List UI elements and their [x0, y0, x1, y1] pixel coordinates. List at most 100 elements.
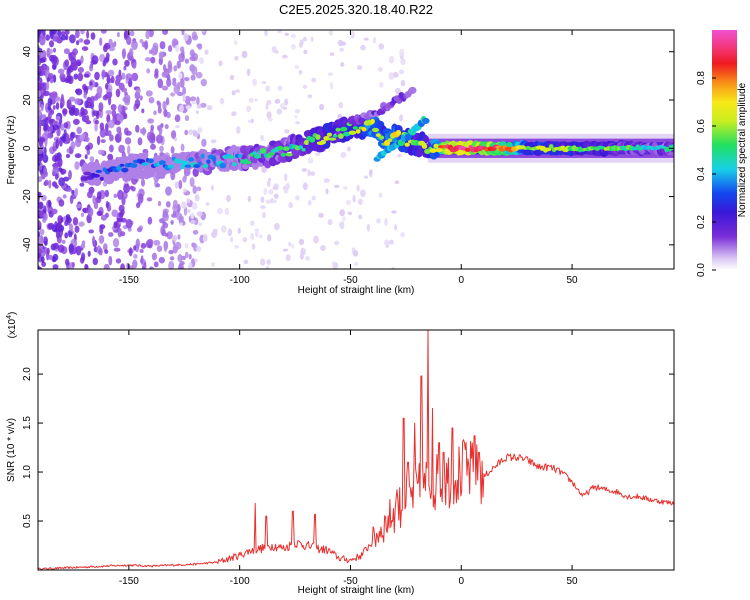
- spectrogram-noise-blob: [155, 183, 161, 188]
- spectrogram-noise-blob: [340, 41, 346, 46]
- spectrogram-ridge-core: [141, 162, 149, 166]
- spectrogram-noise-blob: [182, 86, 187, 96]
- snr-multiplier-base: (x10: [7, 318, 18, 338]
- spectrogram-noise-blob: [54, 121, 58, 126]
- spectrogram-ridge-core: [668, 144, 674, 150]
- spectrogram-noise-blob: [108, 38, 113, 46]
- spectrogram-noise-blob: [399, 69, 405, 75]
- snr-y-tick-label: 1.0: [22, 465, 33, 479]
- spectrogram-noise-blob: [157, 78, 164, 89]
- spectrogram-noise-blob: [105, 83, 109, 90]
- spectrogram-noise-blob: [298, 42, 303, 48]
- spectrogram-noise-blob: [265, 85, 270, 92]
- spectrogram-ridge-core: [342, 131, 351, 137]
- spectrogram-noise-blob: [99, 225, 104, 235]
- spectrogram-noise-blob: [182, 94, 186, 102]
- colorbar-tick-label: 0.8: [696, 71, 707, 85]
- spectrogram-ridge-core: [259, 148, 267, 154]
- spectrogram-noise-blob: [57, 221, 62, 230]
- spectrogram-noise-blob: [39, 35, 46, 46]
- spectrogram-noise-blob: [116, 217, 124, 222]
- spectrogram-noise-blob: [51, 54, 58, 65]
- spectrogram-noise-blob: [60, 123, 65, 131]
- spectrogram-noise-blob: [194, 258, 198, 263]
- spectrogram-noise-blob: [74, 225, 80, 233]
- spectrogram-noise-blob: [80, 212, 85, 218]
- spectrogram-noise-blob: [175, 124, 180, 129]
- spectrogram-noise-blob: [161, 85, 169, 91]
- spectrogram-noise-blob: [192, 185, 197, 195]
- spectrogram-noise-blob: [378, 192, 383, 198]
- spectrogram-noise-blob: [172, 210, 177, 216]
- spectrogram-noise-blob: [189, 56, 196, 61]
- spectrogram-ridge-core: [202, 163, 209, 169]
- spectrogram-noise-blob: [377, 66, 383, 72]
- spectrogram-noise-blob: [265, 199, 272, 204]
- spectrogram-ridge-core: [308, 136, 316, 143]
- spectrogram-noise-blob: [73, 108, 80, 116]
- spectrogram-noise-blob: [114, 78, 121, 86]
- spectrogram-noise-blob: [86, 96, 92, 103]
- spectrogram-noise-blob: [295, 121, 300, 125]
- spectrogram-noise-blob: [116, 31, 120, 38]
- spectrogram-noise-blob: [47, 106, 51, 111]
- snr-x-tick-label: -50: [343, 576, 358, 587]
- spectrogram-noise-blob: [168, 45, 173, 52]
- spectrogram-noise-blob: [68, 230, 73, 238]
- spectrogram-ridge-core: [147, 158, 154, 164]
- spectrogram-noise-blob: [39, 58, 46, 63]
- spectrogram-noise-blob: [41, 194, 47, 201]
- spectrogram-noise-blob: [136, 202, 141, 209]
- spectrogram-noise-blob: [84, 154, 88, 160]
- spectrogram-noise-blob: [98, 108, 104, 119]
- spectrogram-noise-blob: [109, 144, 114, 153]
- spectrogram-noise-blob: [298, 238, 305, 246]
- colorbar-tick-label: 0.4: [696, 167, 707, 181]
- spectrogram-noise-blob: [78, 38, 84, 43]
- spectrogram-noise-blob: [79, 182, 85, 187]
- spectrogram-noise-blob: [192, 229, 199, 235]
- spectrogram-noise-blob: [94, 119, 99, 125]
- spectrogram-noise-blob: [71, 189, 75, 195]
- spectrogram-noise-blob: [247, 119, 252, 124]
- spectrogram-noise-blob: [264, 30, 268, 37]
- spectrogram-noise-blob: [176, 81, 181, 89]
- colorbar: 0.0 0.2 0.4 0.6 0.8 Normalized spectral ampl…: [696, 30, 748, 277]
- spectrogram-noise-blob: [284, 32, 289, 36]
- spectrogram-ridge-core: [116, 165, 122, 171]
- spectrogram-noise-blob: [116, 126, 122, 134]
- spectrogram-noise-blob: [366, 223, 371, 232]
- spectrogram-noise-blob: [162, 100, 167, 111]
- spectrogram-noise-blob: [113, 193, 118, 198]
- spectrogram-ridge-core: [464, 147, 471, 152]
- spectrogram-noise-blob: [181, 30, 185, 36]
- spectrogram-noise-blob: [183, 77, 190, 82]
- spectrogram-noise-blob: [99, 122, 105, 131]
- snr-x-tick-label: -100: [230, 576, 250, 587]
- spectrogram-noise-blob: [46, 247, 50, 255]
- spectrogram-noise-blob: [59, 73, 66, 81]
- spectrogram-noise-blob: [118, 204, 125, 212]
- colorbar-tick-label: 0.0: [696, 263, 707, 277]
- spectrogram-noise-blob: [200, 102, 207, 108]
- spectrogram-ridge-core: [429, 148, 437, 153]
- spectrogram-noise-blob: [163, 243, 168, 253]
- spectrogram-noise-blob: [127, 145, 131, 155]
- spectrogram-noise-blob: [63, 48, 70, 55]
- spectrogram-noise-blob: [284, 173, 288, 182]
- spectrogram-noise-blob: [153, 261, 159, 268]
- spectrogram-noise-blob: [69, 34, 76, 44]
- spectrogram-ridge-core: [268, 152, 275, 156]
- spectrogram-noise-blob: [234, 55, 239, 61]
- spectrogram-noise-blob: [103, 57, 110, 63]
- spectrogram-noise-blob: [179, 78, 185, 88]
- spectrogram-noise-blob: [48, 119, 54, 124]
- spectrogram-noise-blob: [291, 243, 295, 249]
- spectrogram-noise-blob: [273, 183, 279, 191]
- spectrogram-noise-blob: [174, 114, 181, 123]
- spectrogram-noise-blob: [268, 117, 273, 122]
- spectrogram-noise-blob: [128, 77, 133, 88]
- spectrogram-ridge-core: [548, 144, 554, 149]
- spectrogram-ridge-halo: [192, 167, 199, 177]
- spectrogram-noise-blob: [81, 46, 89, 51]
